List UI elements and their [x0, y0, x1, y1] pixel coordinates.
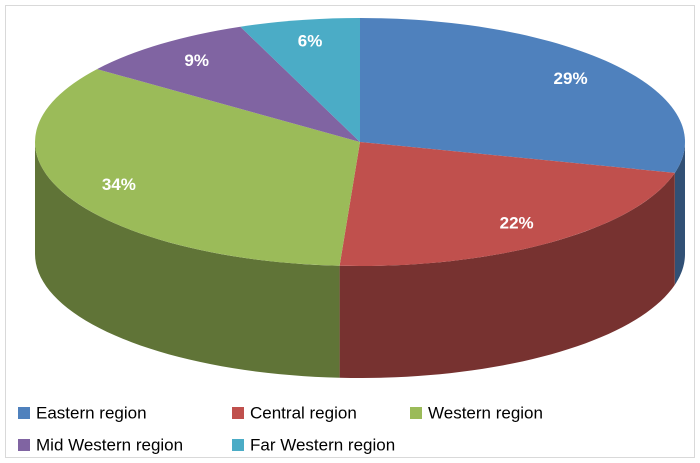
pie-side — [674, 142, 685, 285]
legend-label: Mid Western region — [36, 435, 183, 454]
data-label: 9% — [184, 51, 209, 70]
legend-swatch — [18, 407, 30, 419]
pie-side — [339, 172, 675, 378]
pie-slice — [360, 18, 685, 173]
legend-swatch — [18, 439, 30, 451]
legend-swatch — [232, 407, 244, 419]
pie-slice — [97, 26, 361, 142]
legend-swatch — [410, 407, 422, 419]
pie-side — [35, 142, 340, 378]
legend-label: Central region — [250, 403, 357, 422]
data-label: 22% — [500, 214, 534, 233]
pie-slice — [339, 142, 675, 266]
data-label: 29% — [554, 69, 588, 88]
legend-swatch — [232, 439, 244, 451]
data-label: 34% — [102, 175, 136, 194]
pie-slice — [34, 69, 360, 266]
data-label: 6% — [298, 32, 323, 51]
legend-label: Far Western region — [250, 435, 395, 454]
legend-label: Eastern region — [36, 403, 147, 422]
legend-label: Western region — [428, 403, 543, 422]
pie-slice — [240, 18, 360, 142]
